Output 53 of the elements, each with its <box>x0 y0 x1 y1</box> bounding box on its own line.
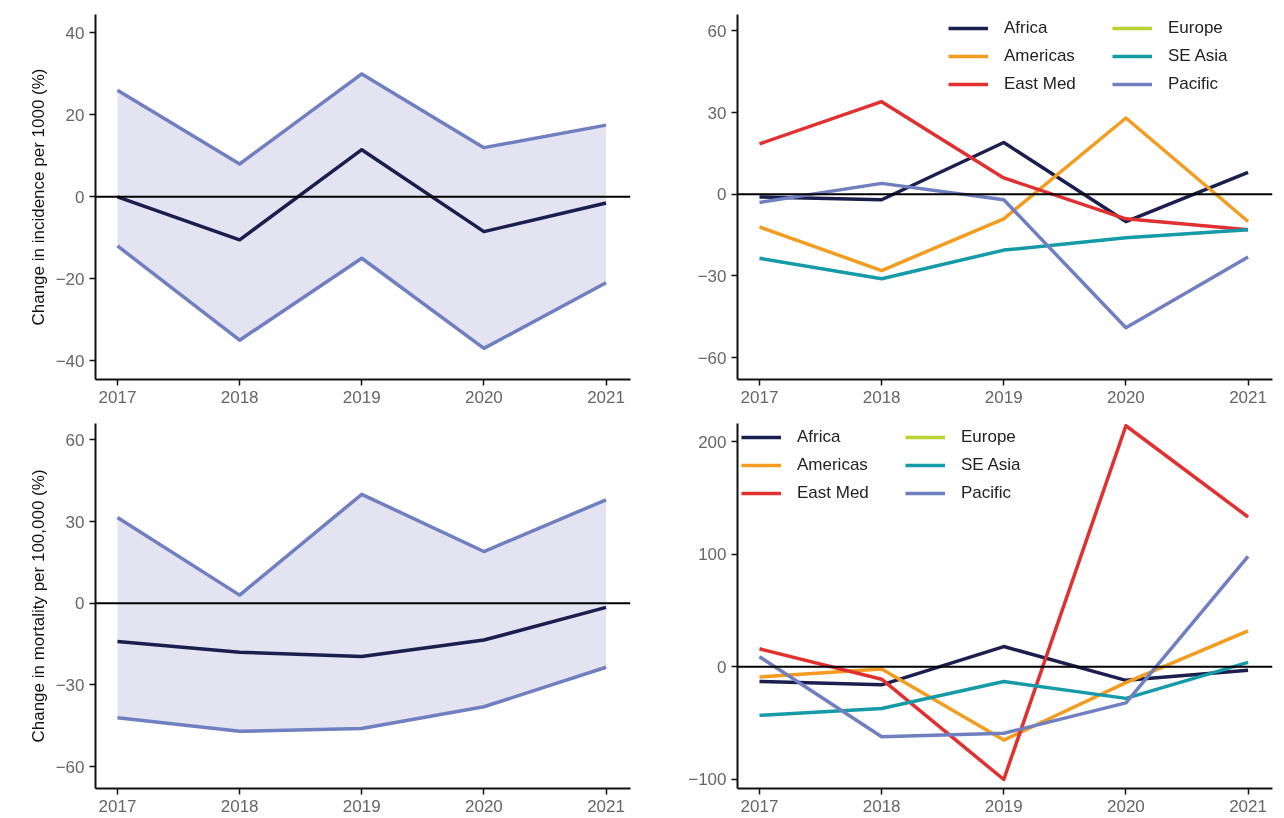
y-axis-title: Change in mortality per 100,000 (%) <box>28 469 48 743</box>
x-tick-label: 2019 <box>984 387 1023 407</box>
y-tick-label: 30 <box>65 512 85 532</box>
x-tick-label: 2021 <box>587 796 625 816</box>
y-tick-label: 40 <box>65 23 85 43</box>
x-tick-label: 2020 <box>1107 387 1145 407</box>
y-tick-label: 30 <box>707 103 727 123</box>
x-tick-label: 2019 <box>342 796 381 816</box>
x-tick-label: 2019 <box>342 387 381 407</box>
x-tick-label: 2021 <box>1229 796 1267 816</box>
legend-label: Pacific <box>961 483 1013 503</box>
legend-label: SE Asia <box>1168 46 1229 66</box>
legend-label: Pacific <box>1168 74 1220 94</box>
legend-label: East Med <box>1004 74 1077 94</box>
legend-label: Europe <box>1168 18 1224 38</box>
x-tick-label: 2020 <box>465 387 503 407</box>
x-tick-label: 2020 <box>465 796 503 816</box>
y-tick-label: 20 <box>65 105 85 125</box>
y-tick-label: 0 <box>75 594 85 614</box>
y-tick-label: −100 <box>688 770 727 790</box>
y-tick-label: 100 <box>698 545 727 565</box>
y-tick-label: 200 <box>698 432 727 452</box>
x-tick-label: 2017 <box>98 796 137 816</box>
y-tick-label: −60 <box>55 757 85 777</box>
legend-label: Africa <box>797 427 842 447</box>
x-tick-label: 2021 <box>1229 387 1267 407</box>
x-tick-label: 2020 <box>1107 796 1145 816</box>
legend-label: Europe <box>961 427 1017 447</box>
y-tick-label: −60 <box>697 348 727 368</box>
y-tick-label: 60 <box>707 21 727 41</box>
y-tick-label: −30 <box>697 266 727 286</box>
x-tick-label: 2018 <box>862 796 901 816</box>
x-tick-label: 2019 <box>984 796 1023 816</box>
x-tick-label: 2018 <box>220 796 259 816</box>
x-tick-label: 2018 <box>862 387 901 407</box>
y-axis-title: Change in incidence per 1000 (%) <box>28 68 48 326</box>
y-tick-label: 0 <box>717 185 727 205</box>
x-tick-label: 2018 <box>220 387 259 407</box>
y-tick-label: 0 <box>75 187 85 207</box>
y-tick-label: 60 <box>65 430 85 450</box>
x-tick-label: 2017 <box>740 387 779 407</box>
y-tick-label: −20 <box>55 269 85 289</box>
x-tick-label: 2021 <box>587 387 625 407</box>
y-tick-label: 0 <box>717 657 727 677</box>
legend-label: SE Asia <box>961 455 1022 475</box>
legend-label: Africa <box>1004 18 1049 38</box>
legend-label: Americas <box>1004 46 1076 66</box>
legend-label: East Med <box>797 483 870 503</box>
y-tick-label: −30 <box>55 675 85 695</box>
x-tick-label: 2017 <box>740 796 779 816</box>
x-tick-label: 2017 <box>98 387 137 407</box>
y-tick-label: −40 <box>55 351 85 371</box>
legend-label: Americas <box>797 455 869 475</box>
